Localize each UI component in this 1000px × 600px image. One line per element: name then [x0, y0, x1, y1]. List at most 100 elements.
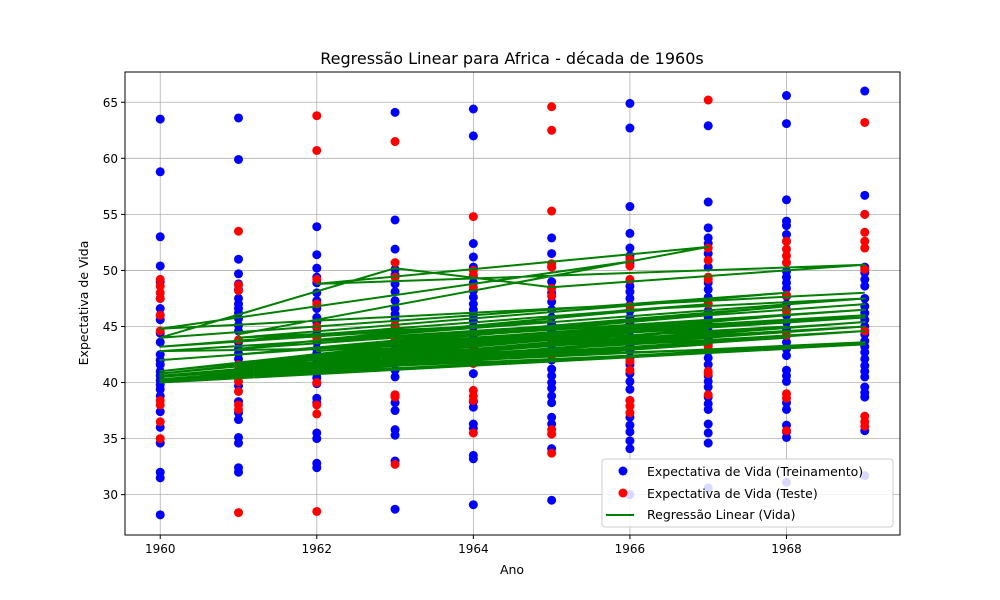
test-point	[703, 390, 713, 400]
train-point	[312, 463, 322, 473]
train-point	[547, 277, 557, 287]
train-point	[625, 123, 635, 133]
train-point	[860, 86, 870, 96]
test-point	[860, 421, 870, 431]
test-point	[312, 400, 322, 410]
y-tick-label: 65	[103, 96, 118, 110]
test-point	[312, 409, 322, 419]
y-tick-label: 30	[103, 488, 118, 502]
plot-frame	[124, 71, 901, 536]
test-point	[234, 508, 244, 518]
test-point	[860, 209, 870, 219]
train-point	[781, 404, 791, 414]
test-point	[234, 387, 244, 397]
train-point	[547, 249, 557, 259]
train-point	[547, 364, 557, 374]
train-point	[155, 384, 165, 394]
train-point	[860, 347, 870, 357]
test-point	[468, 395, 478, 405]
train-point	[547, 371, 557, 381]
train-point	[781, 376, 791, 386]
train-point	[781, 91, 791, 101]
legend: Expectativa de Vida (Treinamento) Expect…	[601, 458, 894, 528]
train-point	[625, 98, 635, 108]
train-point	[781, 432, 791, 442]
train-point	[703, 360, 713, 370]
train-point	[781, 337, 791, 347]
train-point	[468, 239, 478, 249]
train-point	[625, 293, 635, 303]
train-point	[155, 167, 165, 177]
test-point	[155, 274, 165, 284]
test-point	[781, 244, 791, 254]
test-point	[625, 356, 635, 366]
train-point	[860, 392, 870, 402]
test-point	[547, 262, 557, 272]
train-point	[234, 154, 244, 164]
train-point	[547, 398, 557, 408]
train-point	[468, 131, 478, 141]
test-point	[703, 243, 713, 253]
x-tick-label: 1966	[615, 542, 646, 556]
train-point	[234, 269, 244, 279]
train-point	[625, 436, 635, 446]
train-point	[468, 369, 478, 379]
test-point	[547, 429, 557, 439]
y-axis-label: Expectativa de Vida	[76, 241, 91, 366]
test-point	[860, 117, 870, 127]
test-point	[312, 378, 322, 388]
train-point	[625, 444, 635, 454]
train-point	[625, 420, 635, 430]
x-tick-label: 1968	[771, 542, 802, 556]
test-point	[155, 434, 165, 444]
train-point	[234, 438, 244, 448]
test-point	[234, 226, 244, 236]
train-point	[703, 197, 713, 207]
train-point	[703, 428, 713, 438]
test-point	[155, 281, 165, 291]
x-tick-label: 1962	[302, 542, 333, 556]
test-point	[312, 111, 322, 121]
plot-data	[155, 86, 870, 520]
test-point	[781, 251, 791, 261]
train-point	[390, 372, 400, 382]
train-point	[390, 244, 400, 254]
test-point	[155, 400, 165, 410]
test-point	[625, 401, 635, 411]
train-point	[703, 284, 713, 294]
train-point	[860, 354, 870, 364]
train-point	[155, 114, 165, 124]
train-point	[547, 391, 557, 401]
test-point	[703, 95, 713, 105]
test-point	[390, 137, 400, 147]
axis-ticks: 1960 1962 1964 1966 1968 30 35 40 45 50 55 60 65	[103, 96, 802, 556]
test-point	[781, 393, 791, 403]
train-point	[312, 250, 322, 260]
train-point	[312, 434, 322, 444]
train-point	[625, 384, 635, 394]
train-point	[547, 233, 557, 243]
train-point	[625, 376, 635, 386]
train-point	[390, 107, 400, 117]
train-point	[781, 119, 791, 129]
test-point	[312, 145, 322, 155]
train-point	[155, 261, 165, 271]
train-point	[234, 415, 244, 425]
test-point	[547, 102, 557, 112]
test-point	[860, 236, 870, 246]
train-point	[860, 274, 870, 284]
train-point	[234, 113, 244, 123]
train-point	[468, 252, 478, 262]
x-axis-label: Ano	[500, 562, 524, 577]
test-point	[781, 426, 791, 436]
train-point	[312, 263, 322, 273]
chart-title: Regressão Linear para Africa - década de…	[320, 49, 703, 68]
test-point	[312, 506, 322, 516]
train-point	[390, 504, 400, 514]
test-point	[312, 274, 322, 284]
train-point	[234, 467, 244, 477]
train-point	[547, 412, 557, 422]
train-point	[155, 473, 165, 483]
train-point	[625, 243, 635, 253]
test-point	[468, 212, 478, 222]
